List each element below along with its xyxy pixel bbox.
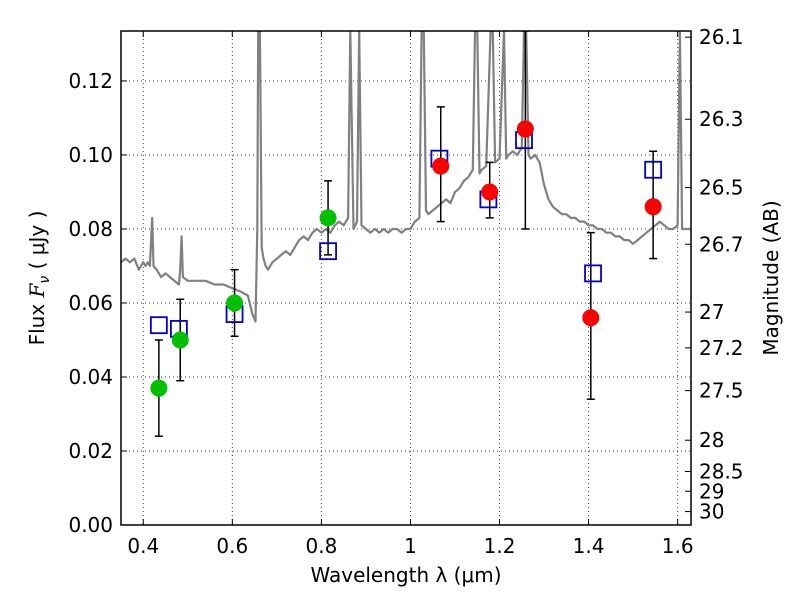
y-tick-label: 0.08 [68,217,113,241]
spectrum-layer [121,31,691,323]
observed-data-point [319,209,337,227]
observed-photometry-layer [150,120,662,397]
x-tick-label: 1.6 [662,534,694,558]
ticks: 0.4 0.6 0.8 1 1.2 1.4 1.6 0.00 0.02 0.04 0.06 0.08 0… [68,25,743,558]
mag-tick-label: 27 [699,300,724,324]
y-axis-label: Flux Fν ( μJy ) [25,211,53,346]
mag-tick-label: 26.1 [699,25,744,49]
mag-tick-label: 28.5 [699,460,744,484]
observed-data-point [171,331,189,349]
x-tick-label: 1 [404,534,417,558]
mag-tick-label: 27.5 [699,379,744,403]
mag-tick-label: 27.2 [699,336,744,360]
observed-data-point [481,183,499,201]
observed-data-point [516,120,534,138]
x-axis-label: Wavelength λ (μm) [310,563,501,587]
errorbar-layer [154,31,658,437]
y-tick-label: 0.12 [68,69,113,93]
x-tick-label: 1.4 [573,534,605,558]
x-tick-label: 1.2 [484,534,516,558]
y-tick-label: 0.00 [68,513,113,537]
plot-frame [120,30,692,526]
grid [121,31,691,525]
mag-tick-label: 26.5 [699,176,744,200]
y-axis-right-label: Magnitude (AB) [759,200,783,355]
model-spectrum-line [121,31,691,323]
y-tick-label: 0.10 [68,143,113,167]
model-photometry-marker [319,242,337,261]
model-photometry-marker [584,264,602,283]
mag-tick-label: 28 [699,428,724,452]
observed-data-point [226,294,244,312]
mag-tick-label: 26.7 [699,232,744,256]
x-tick-label: 0.8 [305,534,337,558]
y-tick-label: 0.02 [68,439,113,463]
y-tick-label: 0.04 [68,365,113,389]
x-tick-label: 0.6 [216,534,248,558]
model-photometry-marker [644,160,663,179]
x-tick-label: 0.4 [127,534,159,558]
observed-data-point [432,157,450,175]
y-tick-label: 0.06 [68,291,113,315]
mag-tick-label: 26.3 [699,107,744,131]
model-photometry-marker [149,316,168,335]
observed-data-point [644,198,662,216]
observed-data-point [582,309,600,327]
mag-tick-label: 29 [699,479,724,503]
mag-tick-label: 30 [699,500,724,524]
observed-data-point [150,379,168,397]
